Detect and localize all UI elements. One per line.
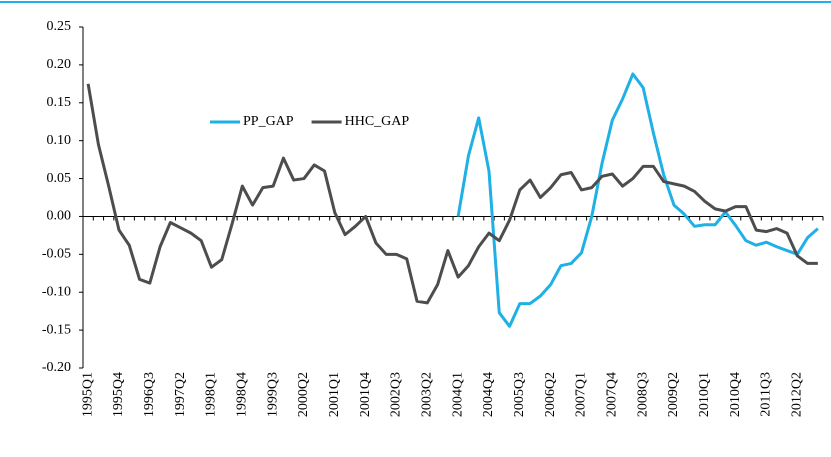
y-tick-label: 0.20 [47, 57, 72, 72]
y-tick-label: 0.00 [47, 209, 72, 224]
x-tick-label: 2001Q4 [358, 372, 373, 417]
x-tick-label: 1996Q3 [142, 372, 157, 417]
x-tick-label: 2002Q3 [389, 372, 404, 417]
y-tick-label: -0.10 [42, 284, 71, 299]
x-tick-label: 2006Q2 [543, 372, 558, 417]
x-tick-label: 2010Q1 [697, 372, 712, 417]
y-tick-label: -0.15 [42, 322, 71, 337]
x-tick-label: 2007Q1 [574, 372, 589, 417]
x-tick-label: 2000Q2 [296, 372, 311, 417]
x-tick-label: 2005Q3 [512, 372, 527, 417]
series-line [456, 72, 819, 328]
x-tick-label: 2004Q4 [481, 372, 496, 417]
legend-label: HHC_GAP [345, 114, 410, 129]
x-tick-label: 1999Q3 [265, 372, 280, 417]
x-tick-label: 1997Q2 [173, 372, 188, 417]
x-tick-label: 1998Q4 [235, 372, 250, 417]
x-tick-label: 2004Q1 [450, 372, 465, 417]
x-tick-label: 2012Q2 [790, 372, 805, 417]
x-tick-label: 1998Q1 [204, 372, 219, 417]
x-tick-label: 2003Q2 [420, 372, 435, 417]
y-tick-label: 0.10 [47, 133, 72, 148]
x-tick-label: 2009Q2 [666, 372, 681, 417]
series-line [86, 83, 818, 305]
x-tick-label: 2010Q4 [728, 372, 743, 417]
x-tick-label: 1995Q4 [111, 372, 126, 417]
y-tick-label: 0.05 [47, 171, 72, 186]
x-tick-label: 2007Q4 [605, 372, 620, 417]
x-tick-label: 2001Q1 [327, 372, 342, 417]
x-tick-label: 2011Q3 [759, 372, 774, 417]
y-tick-label: 0.25 [47, 19, 72, 34]
y-tick-label: -0.20 [42, 360, 71, 375]
x-tick-label: 2008Q3 [635, 372, 650, 417]
legend-label: PP_GAP [243, 114, 294, 129]
y-tick-label: 0.15 [47, 95, 72, 110]
x-tick-label: 1995Q1 [80, 372, 95, 417]
y-tick-label: -0.05 [42, 247, 71, 262]
